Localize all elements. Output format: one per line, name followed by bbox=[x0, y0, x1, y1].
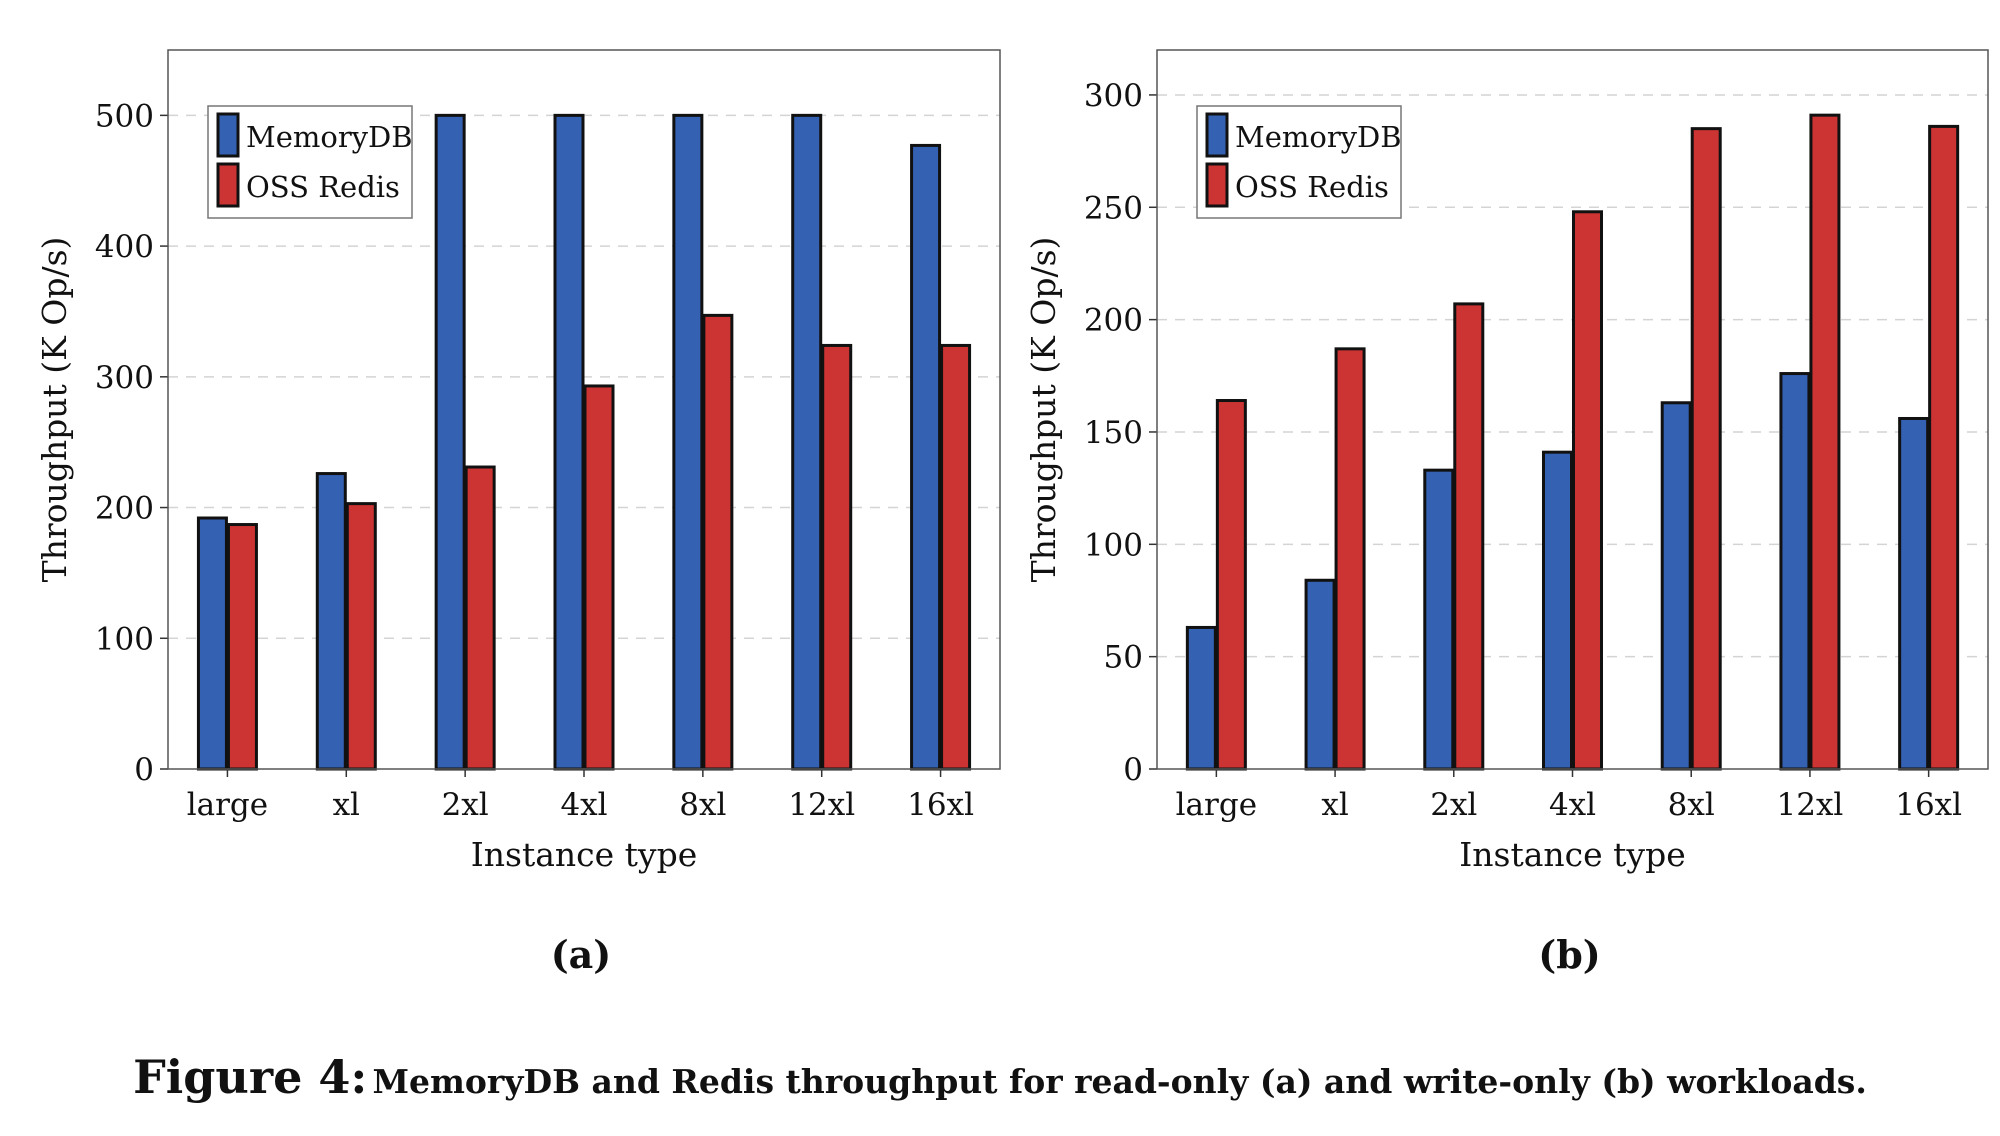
plot-frame bbox=[1156, 49, 1989, 770]
bar-memorydb-4xl bbox=[553, 113, 585, 771]
panel-label: (a) bbox=[551, 932, 612, 977]
bar-memorydb-xl bbox=[315, 472, 347, 771]
y-tick-label: 300 bbox=[1084, 78, 1143, 114]
y-axis-title: Throughput (K Op/s) bbox=[1024, 237, 1063, 583]
legend bbox=[1196, 105, 1402, 219]
legend-label: OSS Redis bbox=[1235, 170, 1389, 204]
y-tick-label: 0 bbox=[134, 752, 154, 788]
bar-memorydb-8xl bbox=[672, 113, 704, 771]
y-tick-label: 200 bbox=[1084, 303, 1143, 339]
bar-memorydb-12xl bbox=[791, 113, 823, 771]
legend-label: MemoryDB bbox=[1235, 120, 1402, 154]
x-tick-label: 16xl bbox=[1895, 787, 1962, 823]
legend-swatch-memorydb bbox=[1205, 112, 1229, 158]
x-tick-label: 16xl bbox=[907, 787, 974, 823]
bar-oss-redis-large bbox=[1215, 399, 1247, 771]
x-tick-label: 2xl bbox=[1430, 787, 1477, 823]
x-tick-label: xl bbox=[333, 787, 360, 823]
figure-caption: Figure 4: MemoryDB and Redis throughput … bbox=[0, 1050, 2000, 1104]
bar-oss-redis-xl bbox=[1334, 347, 1366, 771]
bar-oss-redis-large bbox=[226, 523, 258, 771]
y-tick-label: 50 bbox=[1104, 640, 1143, 676]
bar-oss-redis-12xl bbox=[1809, 113, 1841, 771]
bar-oss-redis-12xl bbox=[821, 343, 853, 771]
bar-oss-redis-16xl bbox=[940, 343, 972, 771]
panel-label: (b) bbox=[1538, 932, 1601, 977]
y-tick-label: 100 bbox=[1084, 527, 1143, 563]
x-tick-label: 4xl bbox=[560, 787, 607, 823]
y-tick-label: 0 bbox=[1123, 752, 1143, 788]
legend bbox=[207, 105, 413, 219]
bar-memorydb-large bbox=[196, 516, 228, 771]
x-tick-label: large bbox=[187, 787, 268, 823]
y-tick-label: 150 bbox=[1084, 415, 1143, 451]
bar-memorydb-8xl bbox=[1660, 401, 1692, 771]
bar-oss-redis-2xl bbox=[464, 465, 496, 771]
plot-frame bbox=[167, 49, 1001, 770]
bar-oss-redis-8xl bbox=[702, 313, 734, 771]
caption-text: MemoryDB and Redis throughput for read-o… bbox=[372, 1062, 1867, 1101]
y-tick-label: 100 bbox=[95, 621, 154, 657]
x-axis-title: Instance type bbox=[471, 835, 697, 874]
bar-oss-redis-8xl bbox=[1690, 127, 1722, 771]
bar-oss-redis-16xl bbox=[1928, 124, 1960, 771]
chart-panel-b: large xl 2xl 4xl 8xl 12xl 16xl 0 50 100 150 200 250 3… bbox=[1024, 49, 1989, 977]
x-tick-label: 4xl bbox=[1549, 787, 1596, 823]
caption-label: Figure 4: bbox=[133, 1050, 368, 1104]
bar-memorydb-2xl bbox=[1423, 468, 1455, 771]
x-tick-label: 8xl bbox=[1668, 787, 1715, 823]
bar-memorydb-4xl bbox=[1542, 450, 1573, 771]
y-axis-title: Throughput (K Op/s) bbox=[35, 237, 74, 583]
bar-oss-redis-2xl bbox=[1453, 302, 1485, 771]
x-tick-label: xl bbox=[1321, 787, 1348, 823]
x-tick-label: 8xl bbox=[679, 787, 726, 823]
legend-label: OSS Redis bbox=[246, 170, 400, 204]
legend-swatch-memorydb bbox=[216, 112, 240, 158]
y-tick-label: 500 bbox=[95, 98, 154, 134]
legend-swatch-oss-redis bbox=[1205, 162, 1229, 208]
y-tick-label: 200 bbox=[95, 491, 154, 527]
bar-oss-redis-xl bbox=[345, 502, 377, 771]
y-tick-label: 300 bbox=[95, 360, 154, 396]
x-tick-label: 12xl bbox=[788, 787, 855, 823]
bar-oss-redis-4xl bbox=[583, 384, 615, 771]
bar-memorydb-large bbox=[1185, 625, 1217, 771]
bar-memorydb-xl bbox=[1304, 578, 1336, 771]
bar-memorydb-16xl bbox=[1898, 416, 1930, 771]
chart-panel-a: large xl 2xl 4xl 8xl 12xl 16xl 0 100 200 300 400 500… bbox=[35, 49, 1001, 977]
bar-memorydb-16xl bbox=[910, 143, 942, 771]
bar-oss-redis-4xl bbox=[1572, 210, 1603, 771]
legend-label: MemoryDB bbox=[246, 120, 413, 154]
legend-swatch-oss-redis bbox=[216, 162, 240, 208]
x-axis-title: Instance type bbox=[1459, 835, 1685, 874]
y-tick-label: 400 bbox=[95, 229, 154, 265]
y-tick-label: 250 bbox=[1084, 190, 1143, 226]
x-tick-label: 12xl bbox=[1777, 787, 1844, 823]
x-tick-label: large bbox=[1176, 787, 1257, 823]
bar-memorydb-2xl bbox=[434, 113, 466, 771]
x-tick-label: 2xl bbox=[442, 787, 489, 823]
bar-memorydb-12xl bbox=[1779, 372, 1811, 771]
